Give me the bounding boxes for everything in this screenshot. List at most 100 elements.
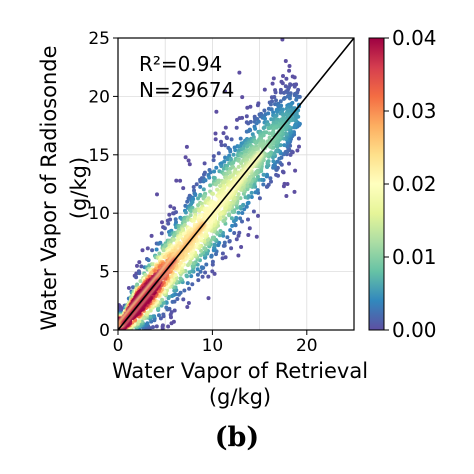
scatter-point-2570 [294, 112, 299, 117]
scatter-point-380 [228, 228, 233, 233]
scatter-point-454 [242, 207, 247, 212]
x-axis-label: Water Vapor of Retrieval [112, 359, 368, 383]
scatter-point-1291 [211, 191, 215, 196]
scatter-point-679 [182, 220, 187, 224]
scatter-point-1617 [230, 173, 235, 178]
scatter-point-1965 [274, 125, 279, 130]
scatter-point-785 [241, 146, 246, 151]
scatter-point-672 [249, 190, 254, 195]
scatter-point-282 [199, 265, 204, 270]
x-tick-label-1: 10 [202, 336, 224, 356]
scatter-point-202 [178, 290, 183, 295]
scatter-point-662 [221, 166, 226, 171]
scatter-point-262 [269, 179, 273, 184]
scatter-point-71 [262, 87, 267, 92]
scatter-point-267 [264, 184, 269, 189]
scatter-point-87 [223, 255, 228, 260]
scatter-point-177 [170, 299, 175, 304]
annotation-r2: R²=0.94 [139, 52, 222, 76]
scatter-point-14 [178, 178, 183, 183]
scatter-point-219 [288, 152, 293, 157]
scatter-point-944 [230, 209, 235, 214]
scatter-point-264 [185, 281, 190, 286]
scatter-point-256 [292, 84, 297, 89]
scatter-point-934 [188, 259, 193, 264]
scatter-point-1540 [274, 120, 279, 125]
scatter-point-30 [169, 321, 174, 326]
scatter-point-882 [231, 160, 236, 165]
scatter-point-97 [292, 75, 297, 80]
scatter-point-90 [240, 115, 245, 120]
y-axis-unit: (g/kg) [67, 157, 91, 219]
scatter-point-634 [178, 276, 183, 281]
scatter-point-354 [268, 176, 273, 181]
scatter-point-84 [295, 148, 300, 153]
scatter-point-773 [185, 217, 190, 222]
scatter-point-1764 [248, 175, 253, 179]
scatter-point-199 [185, 199, 190, 204]
scatter-point-244 [204, 262, 209, 267]
colorbar-tick-label-0: 0.00 [392, 318, 437, 342]
y-axis-ticks: 0 5 10 15 20 25 [88, 29, 118, 341]
scatter-point-833 [271, 159, 276, 164]
scatter-point-246 [248, 119, 253, 124]
scatter-point-188 [227, 239, 232, 243]
scatter-point-1851 [281, 116, 286, 121]
scatter-point-131 [297, 144, 301, 149]
scatter-point-4 [280, 38, 285, 42]
scatter-point-31 [168, 204, 173, 209]
colorbar-tick-label-2: 0.02 [392, 172, 437, 196]
scatter-point-94 [210, 269, 215, 274]
scatter-point-525 [249, 195, 254, 199]
scatter-point-304 [193, 193, 198, 197]
scatter-point-193 [158, 240, 163, 245]
scatter-point-953 [282, 143, 287, 148]
scatter-point-21 [135, 263, 139, 268]
scatter-point-360 [274, 98, 278, 103]
scatter-point-156 [251, 209, 256, 214]
scatter-point-140 [280, 81, 285, 86]
scatter-point-179 [202, 172, 206, 177]
scatter-point-996 [181, 228, 186, 233]
scatter-point-74 [256, 213, 260, 218]
scatter-point-0 [155, 192, 159, 197]
scatter-point-1 [292, 189, 297, 194]
scatter-point-1066 [271, 117, 276, 122]
scatter-point-312 [170, 294, 175, 298]
scatter-point-1404 [261, 133, 266, 138]
scatter-point-66 [139, 264, 144, 269]
scatter-point-133 [200, 274, 205, 279]
scatter-point-159 [223, 143, 228, 148]
scatter-point-2 [184, 144, 189, 149]
scatter-point-1084 [271, 155, 275, 160]
scatter-point-44 [239, 245, 244, 249]
scatter-point-226 [283, 84, 288, 89]
scatter-point-124 [161, 312, 166, 317]
scatter-point-623 [265, 172, 269, 177]
scatter-point-826 [243, 195, 248, 200]
scatter-point-484 [219, 164, 224, 169]
scatter-point-494 [232, 219, 237, 224]
scatter-point-9 [174, 178, 179, 183]
scatter-point-333 [296, 136, 301, 141]
scatter-point-1642 [177, 241, 182, 246]
scatter-point-618 [277, 156, 282, 161]
scatter-point-132 [211, 154, 216, 159]
scatter-point-123 [284, 76, 289, 81]
scatter-point-112 [234, 237, 239, 242]
scatter-point-51 [246, 233, 251, 237]
scatter-point-64 [245, 105, 250, 110]
scatter-point-145 [280, 169, 285, 174]
scatter-point-1548 [236, 192, 241, 197]
scatter-point-102 [137, 271, 142, 276]
scatter-point-104 [220, 256, 225, 261]
scatter-point-413 [248, 128, 253, 133]
scatter-point-1208 [153, 269, 158, 274]
scatter-point-372 [167, 295, 171, 299]
colorbar [368, 37, 385, 331]
scatter-point-16 [187, 162, 192, 167]
scatter-point-55 [167, 212, 172, 217]
scatter-point-88 [206, 274, 211, 279]
scatter-point-147 [203, 270, 208, 275]
scatter-point-457 [143, 272, 148, 277]
